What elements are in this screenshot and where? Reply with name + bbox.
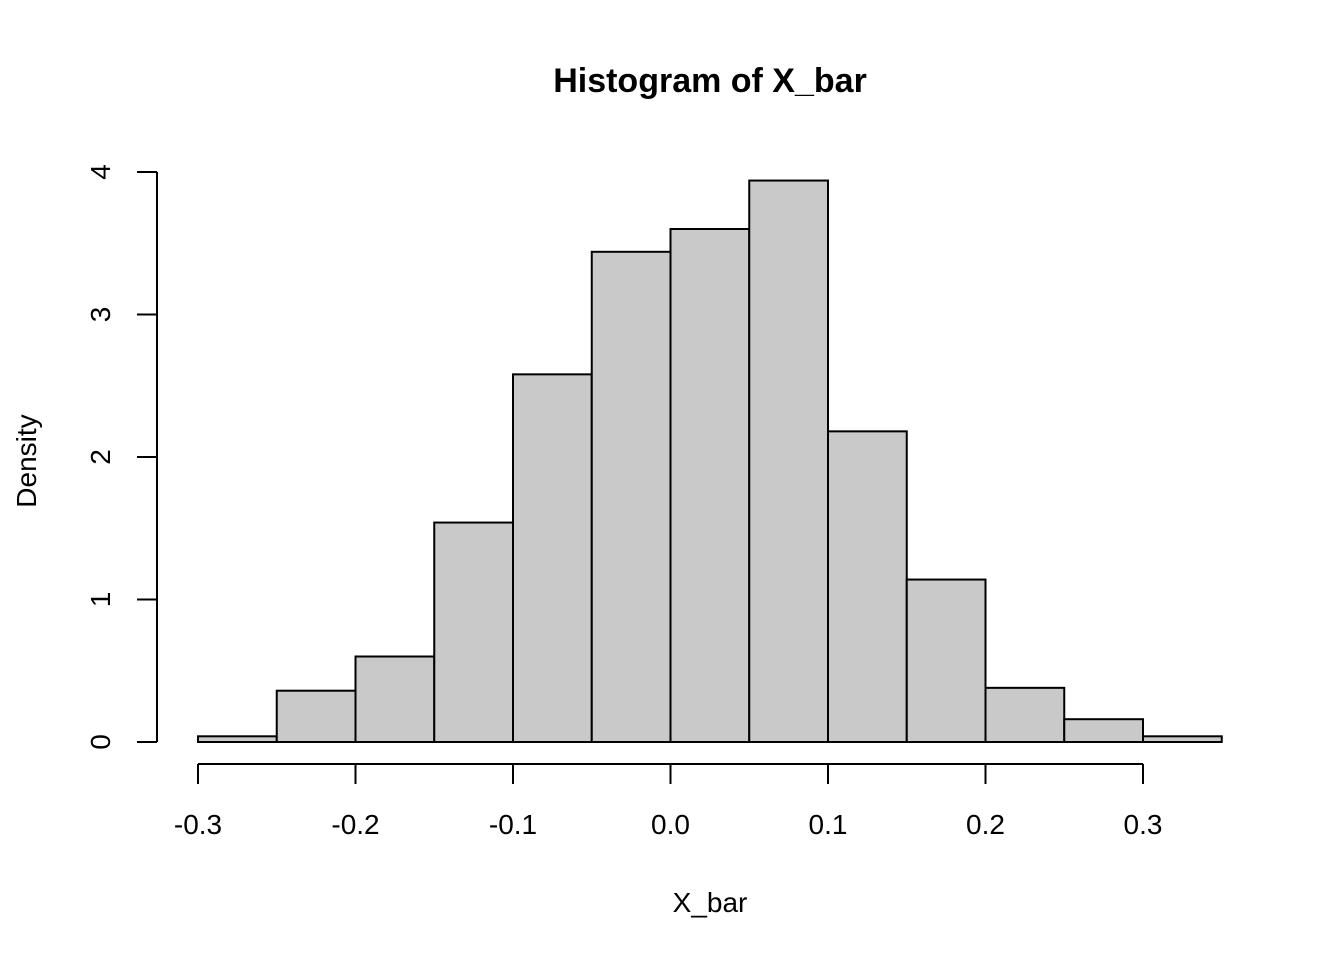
x-tick-label-1: -0.2 xyxy=(331,809,379,840)
x-tick-label-0: -0.3 xyxy=(174,809,222,840)
y-tick-label-0: 0 xyxy=(85,734,116,750)
x-tick-label-2: -0.1 xyxy=(489,809,537,840)
histogram-bar-9 xyxy=(905,578,987,743)
y-axis-label: Density xyxy=(11,414,42,507)
chart-title: Histogram of X_bar xyxy=(553,62,867,100)
histogram-bar-8 xyxy=(827,430,908,743)
histogram-bar-3 xyxy=(433,521,514,743)
y-tick-label-3: 3 xyxy=(85,307,116,323)
y-tick-label-4: 4 xyxy=(85,164,116,180)
y-tick-label-2: 2 xyxy=(85,449,116,465)
x-tick-label-5: 0.2 xyxy=(966,809,1005,840)
x-tick-label-4: 0.1 xyxy=(809,809,848,840)
histogram-bar-12 xyxy=(1142,735,1223,743)
histogram-bar-0 xyxy=(197,735,278,743)
x-axis-label: X_bar xyxy=(673,887,748,918)
x-tick-label-6: 0.3 xyxy=(1124,809,1163,840)
y-tick-label-1: 1 xyxy=(85,592,116,608)
y-axis: 0 1 2 3 4 xyxy=(85,164,158,750)
bars-group xyxy=(197,179,1223,744)
histogram-bar-6 xyxy=(669,228,751,743)
histogram-bar-10 xyxy=(984,686,1066,743)
histogram-bar-11 xyxy=(1063,718,1144,744)
histogram-bar-1 xyxy=(275,689,357,744)
histogram-bar-7 xyxy=(748,179,829,744)
x-axis: -0.3 -0.2 -0.1 0.0 0.1 0.2 0.3 xyxy=(174,763,1163,840)
x-tick-label-3: 0.0 xyxy=(651,809,690,840)
histogram-bar-5 xyxy=(590,250,672,744)
histogram-bar-4 xyxy=(512,373,593,743)
histogram-bar-2 xyxy=(354,655,436,743)
